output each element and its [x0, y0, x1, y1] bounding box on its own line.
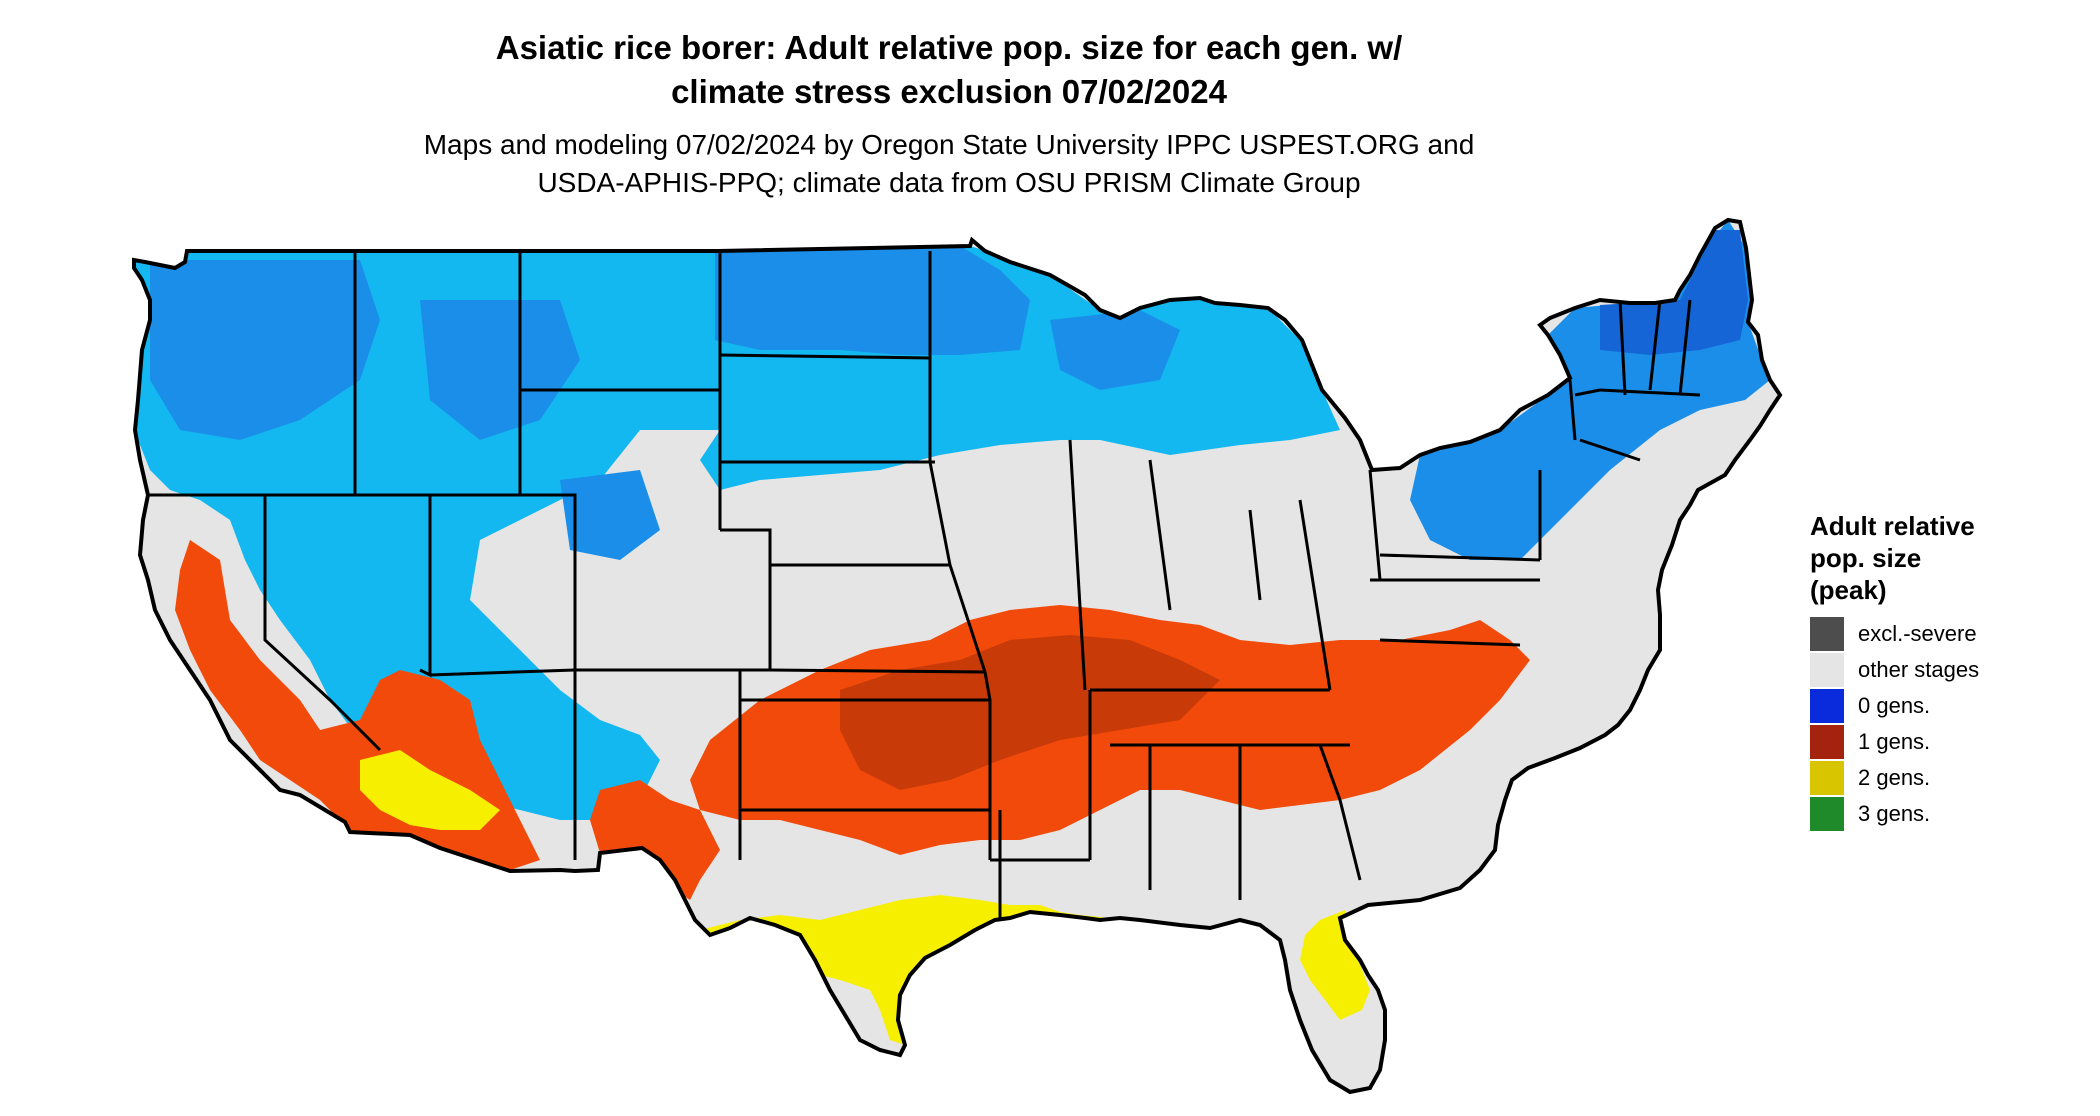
- border-segment: [1579, 438, 1641, 462]
- legend-label: 3 gens.: [1858, 801, 1931, 826]
- map-subtitle-line-2: USDA-APHIS-PPQ; climate data from OSU PR…: [537, 167, 1361, 198]
- legend-label: excl.-severe: [1858, 621, 1977, 646]
- border-segment: [1574, 388, 1601, 397]
- legend-item-3-gens: 3 gens.: [1810, 796, 2080, 832]
- border-segment: [769, 668, 986, 674]
- zone-3-gens: [1320, 1095, 1390, 1112]
- border-segment: [928, 251, 987, 673]
- legend-swatch: [1810, 761, 1844, 795]
- legend-label: other stages: [1858, 657, 1980, 682]
- state-borders: [142, 251, 1701, 920]
- legend-title-line: pop. size: [1810, 543, 1922, 573]
- legend-title-line: (peak): [1810, 575, 1887, 605]
- zone-1-gens-dark: [840, 635, 1220, 790]
- legend-swatch: [1810, 689, 1844, 723]
- border-segment: [1148, 459, 1172, 611]
- legend-items: excl.-severe other stages 0 gens. 1 gens…: [1810, 616, 2080, 832]
- legend-label: 1 gens.: [1858, 729, 1931, 754]
- legend-title-line: Adult relative: [1810, 511, 1975, 541]
- climate-zones: [134, 220, 1770, 1112]
- legend-swatch: [1810, 725, 1844, 759]
- border-segment: [263, 495, 382, 752]
- zone-0-gens-northeast-dark: [1600, 230, 1748, 355]
- legend: Adult relative pop. size (peak) excl.-se…: [1810, 510, 2080, 832]
- zone-1-gens-newmexico: [590, 780, 720, 900]
- map-subtitle-line-1: Maps and modeling 07/02/2024 by Oregon S…: [423, 129, 1475, 160]
- border-segment: [719, 353, 931, 360]
- border-segment: [1379, 638, 1521, 647]
- border-segment: [1678, 299, 1692, 396]
- legend-item-2-gens: 2 gens.: [1810, 760, 2080, 796]
- border-segment: [1618, 299, 1627, 396]
- border-segment: [1568, 379, 1577, 441]
- border-segment: [1368, 469, 1382, 581]
- border-segment: [518, 251, 577, 670]
- border-segment: [1648, 299, 1662, 391]
- border-segment: [720, 528, 772, 670]
- border-segment: [1318, 744, 1362, 881]
- legend-item-other-stages: other stages: [1810, 652, 2080, 688]
- border-segment: [1599, 388, 1701, 397]
- legend-label: 2 gens.: [1858, 765, 1931, 790]
- legend-swatch: [1810, 797, 1844, 831]
- legend-item-0-gens: 0 gens.: [1810, 688, 2080, 724]
- zone-0-gens-west-dark: [150, 260, 660, 560]
- legend-title: Adult relative pop. size (peak): [1810, 510, 2080, 606]
- border-segment: [1379, 553, 1541, 562]
- border-segment: [1248, 509, 1262, 601]
- map-title-line-1: Asiatic rice borer: Adult relative pop. …: [495, 29, 1403, 66]
- map-title-line-2: climate stress exclusion 07/02/2024: [671, 73, 1227, 110]
- legend-item-excl-severe: excl.-severe: [1810, 616, 2080, 652]
- zone-2-gens-arizona: [360, 750, 500, 830]
- legend-item-1-gens: 1 gens.: [1810, 724, 2080, 760]
- border-segment: [575, 668, 742, 860]
- legend-swatch: [1810, 617, 1844, 651]
- border-segment: [1298, 499, 1332, 691]
- zone-0-gens-north-dark: [715, 245, 1180, 390]
- border-segment: [983, 671, 992, 701]
- border-segment: [1068, 439, 1087, 691]
- legend-label: 0 gens.: [1858, 693, 1931, 718]
- legend-swatch: [1810, 653, 1844, 687]
- zone-2-gens-florida: [1300, 910, 1370, 1020]
